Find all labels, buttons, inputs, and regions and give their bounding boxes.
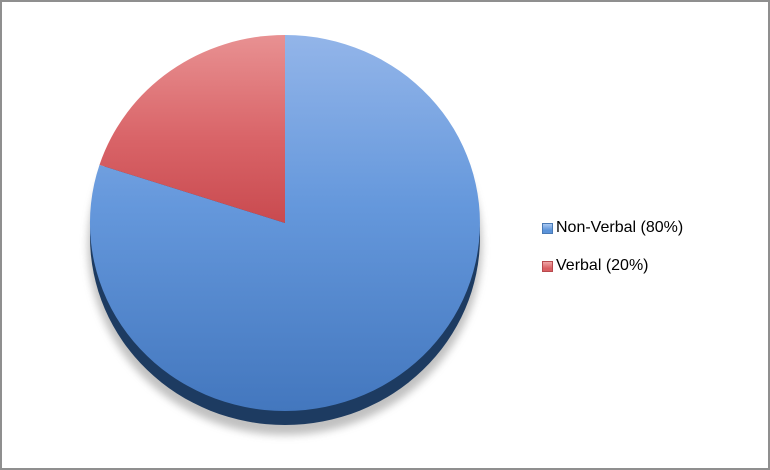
legend-item-nonverbal[interactable]: Non-Verbal (80%) [542,217,683,239]
pie-slice-nonverbal[interactable] [89,35,480,411]
legend-marker [542,222,553,234]
legend-marker [542,260,553,272]
legend-item-verbal[interactable]: Verbal (20%) [542,255,683,277]
legend-label: Non-Verbal (80%) [556,219,684,236]
legend: Non-Verbal (80%) Verbal (20%) [542,217,683,293]
pie-slice-verbal[interactable] [99,35,286,223]
legend-label: Verbal (20%) [556,257,649,274]
